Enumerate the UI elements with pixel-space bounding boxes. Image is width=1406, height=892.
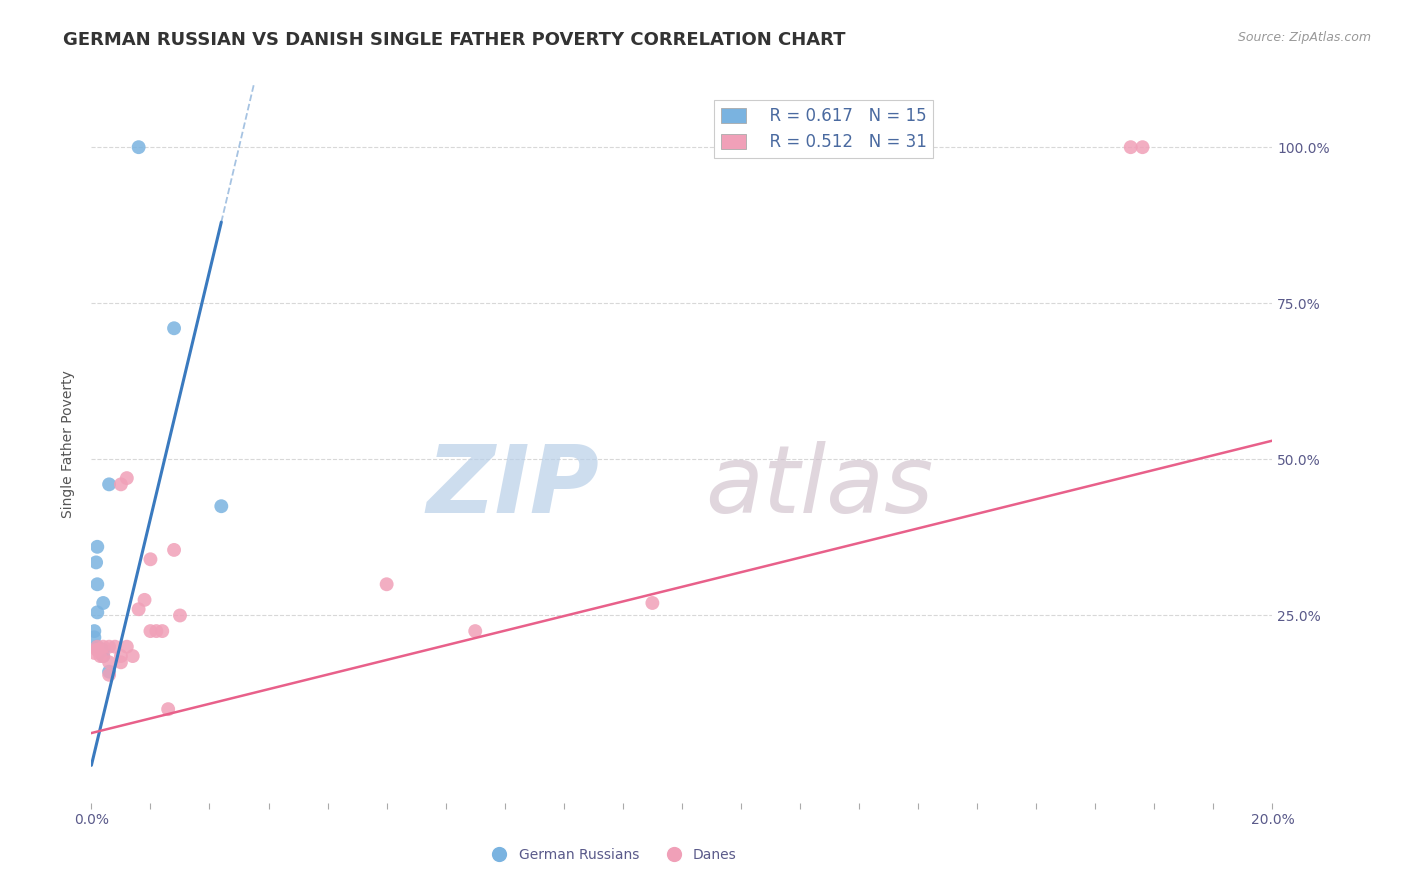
Point [83,624,105,639]
Point [128,602,150,616]
Text: GERMAN RUSSIAN VS DANISH SINGLE FATHER POVERTY CORRELATION CHART: GERMAN RUSSIAN VS DANISH SINGLE FATHER P… [63,31,846,49]
Text: ZIP: ZIP [426,441,599,533]
Point [110,649,132,664]
Point [464,624,486,639]
Point [121,649,143,664]
Point [139,552,162,566]
Point [86,577,108,591]
Text: Source: ZipAtlas.com: Source: ZipAtlas.com [1237,31,1371,45]
Point [134,592,156,607]
Point [641,596,664,610]
Point [98,665,121,679]
Point [98,667,121,682]
Point [115,640,138,654]
Legend: German Russians, Danes: German Russians, Danes [479,843,742,868]
Point [91,642,114,657]
Point [91,649,114,664]
Point [128,140,150,154]
Point [98,655,121,669]
Point [86,640,108,654]
Point [86,605,108,619]
Point [145,624,167,639]
Point [98,477,121,491]
Point [209,500,232,514]
Point [139,624,162,639]
Point [91,640,114,654]
Point [84,555,107,570]
Point [86,640,108,654]
Point [86,642,108,657]
Point [115,471,138,485]
Point [83,646,105,660]
Point [1119,140,1142,154]
Point [89,649,111,664]
Point [86,642,108,657]
Point [150,624,173,639]
Point [91,596,114,610]
Point [110,477,132,491]
Text: ZIPatlas: ZIPatlas [172,441,599,533]
Point [169,608,191,623]
Point [86,540,108,554]
Point [1132,140,1154,154]
Point [104,640,127,654]
Point [91,649,114,664]
Text: atlas: atlas [706,442,934,533]
Point [98,640,121,654]
Point [83,631,105,645]
Point [163,321,186,335]
Y-axis label: Single Father Poverty: Single Father Poverty [62,370,76,517]
Point [110,655,132,669]
Point [157,702,180,716]
Point [163,542,186,557]
Point [375,577,398,591]
